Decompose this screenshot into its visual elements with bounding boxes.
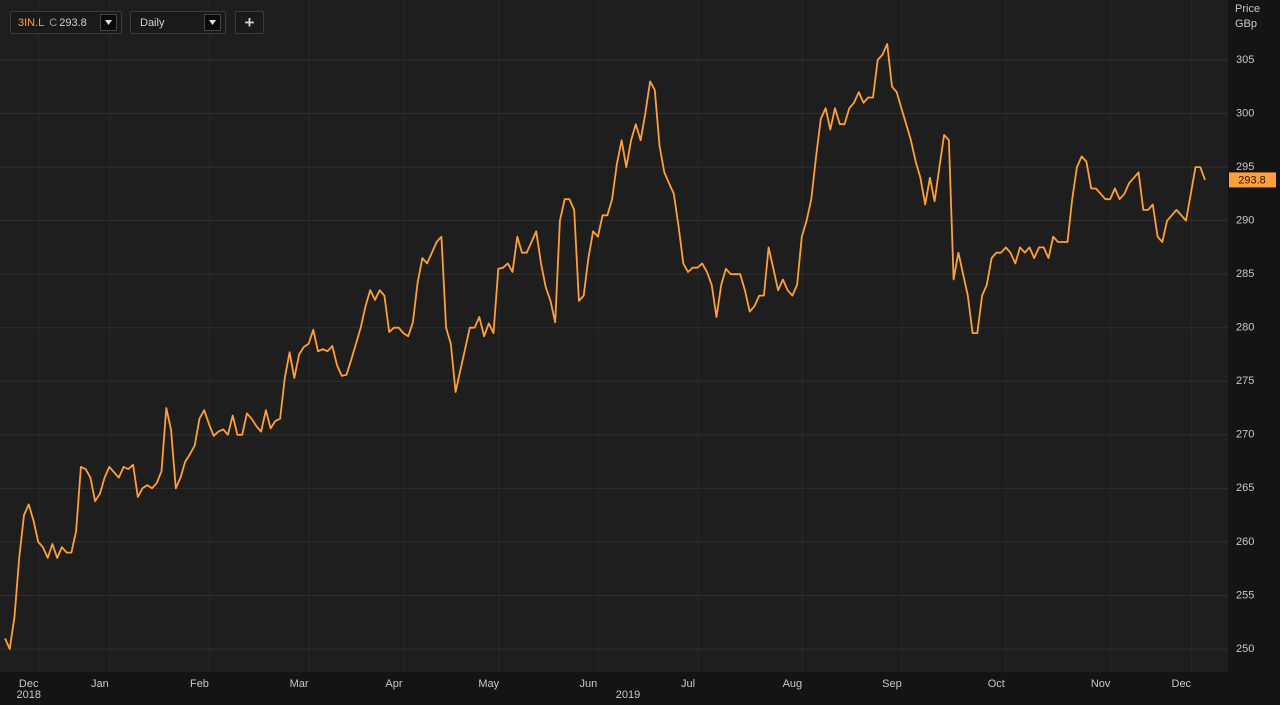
y-tick-label: 285 [1236, 268, 1254, 280]
x-tick-label: Nov [1091, 678, 1111, 690]
x-tick-label: Jun [580, 678, 598, 690]
x-tick-label: Jan [91, 678, 109, 690]
y-tick-label: 270 [1236, 429, 1254, 441]
close-prefix: C [49, 16, 58, 29]
x-tick-label: Aug [783, 678, 803, 690]
x-tick-label: Apr [385, 678, 402, 690]
y-tick-label: 280 [1236, 322, 1254, 334]
dropdown-arrow[interactable] [204, 14, 221, 31]
x-tick-label: Sep [882, 678, 902, 690]
symbol: 3IN.L [18, 16, 45, 29]
last-value-marker [1229, 172, 1276, 188]
x-tick-label: Feb [190, 678, 209, 690]
last-value-label: 293.8 [1238, 174, 1266, 186]
year-label: 2019 [616, 689, 640, 701]
y-tick-label: 305 [1236, 54, 1254, 66]
y-tick-label: 290 [1236, 215, 1254, 227]
y-axis-background [1228, 0, 1280, 705]
interval: Daily [140, 16, 165, 29]
y-axis-unit: GBp [1235, 18, 1257, 30]
x-tick-label: May [478, 678, 499, 690]
y-tick-label: 300 [1236, 107, 1254, 119]
x-tick-label: Oct [988, 678, 1005, 690]
add-button[interactable]: + [235, 11, 264, 34]
price-line [4, 43, 1206, 650]
y-tick-label: 295 [1236, 161, 1254, 173]
y-tick-label: 275 [1236, 375, 1254, 387]
x-tick-label: Jul [681, 678, 695, 690]
dropdown-arrow[interactable] [100, 14, 117, 31]
interval-selector[interactable]: Daily [130, 11, 226, 34]
x-tick-label: Dec [19, 678, 39, 690]
x-tick-label: Dec [1172, 678, 1192, 690]
y-tick-label: 250 [1236, 643, 1254, 655]
y-axis-title: Price [1235, 3, 1260, 15]
symbol-selector[interactable]: 3IN.L C 293.8 [10, 11, 122, 34]
y-tick-label: 255 [1236, 589, 1254, 601]
close-value: 293.8 [59, 16, 87, 29]
year-label: 2018 [16, 689, 40, 701]
x-axis-background [0, 672, 1228, 705]
x-tick-label: Mar [290, 678, 309, 690]
y-tick-label: 260 [1236, 536, 1254, 548]
y-tick-label: 265 [1236, 482, 1254, 494]
add-label: + [244, 12, 255, 32]
plot-background [0, 0, 1228, 672]
